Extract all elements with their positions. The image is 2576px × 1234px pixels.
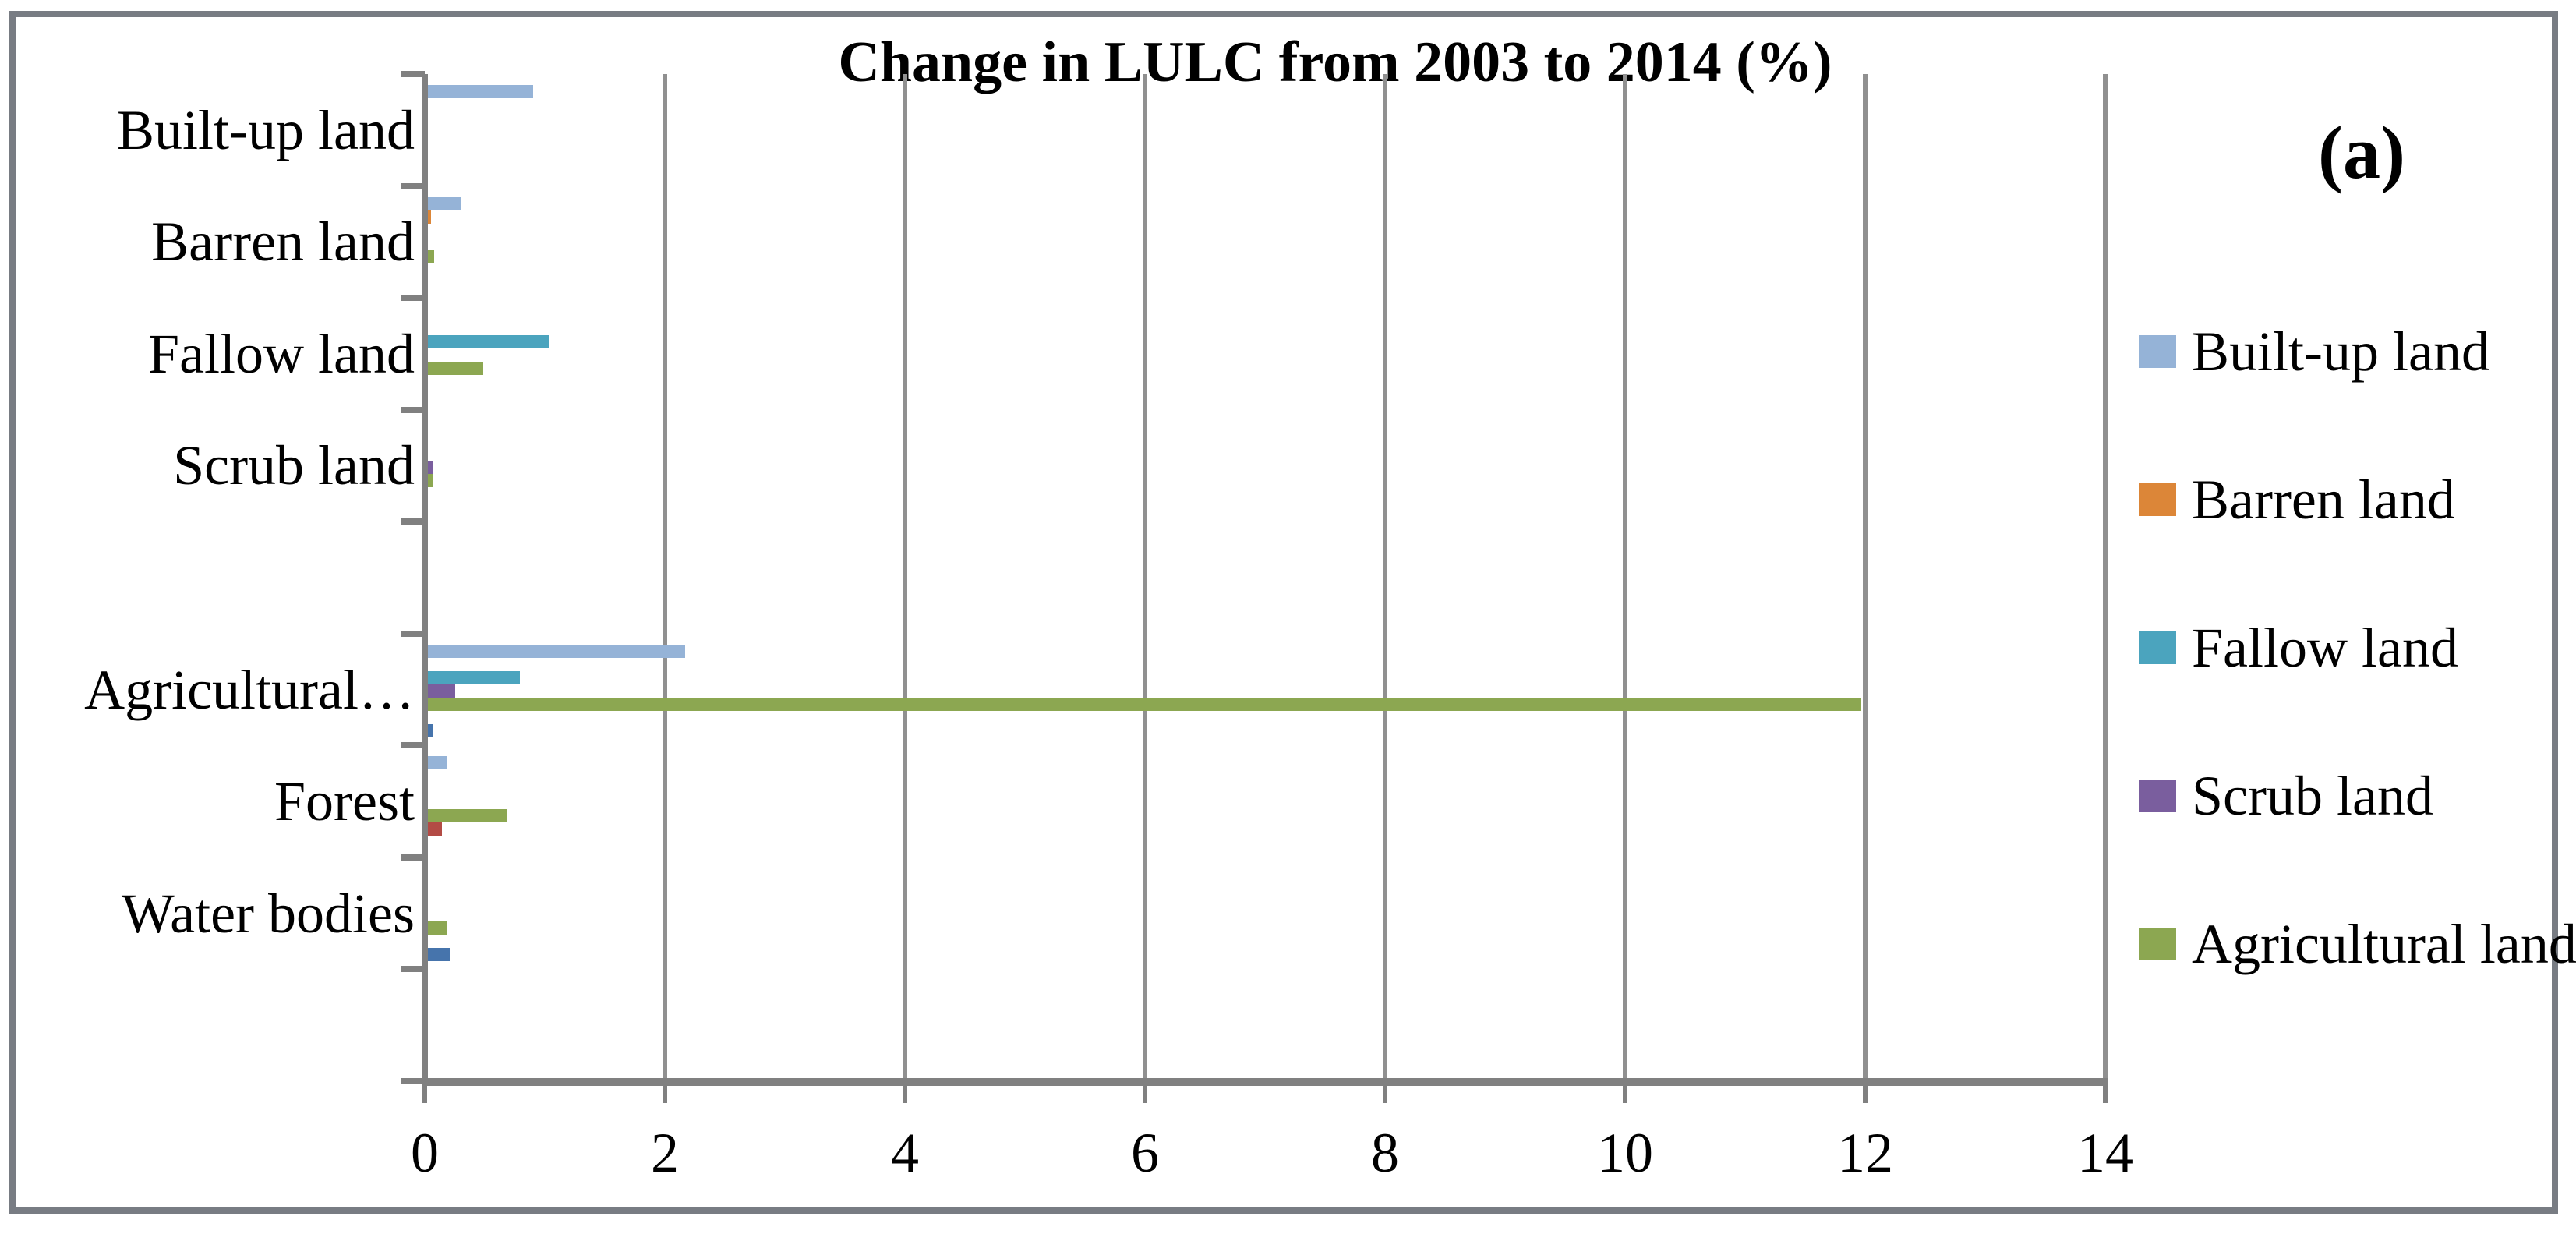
x-axis-line bbox=[422, 1078, 2108, 1086]
x-tick-2 bbox=[663, 1086, 667, 1103]
bar bbox=[428, 473, 433, 487]
legend-label-4: Scrub land bbox=[2192, 765, 2433, 827]
bar bbox=[428, 947, 451, 961]
legend-swatch-4 bbox=[2139, 780, 2176, 812]
bar bbox=[428, 723, 433, 737]
chart-title: Change in LULC from 2003 to 2014 (%) bbox=[838, 30, 1832, 94]
category-label-7: Water bodies bbox=[121, 882, 415, 945]
bar bbox=[428, 684, 455, 698]
x-tick-12 bbox=[1863, 1086, 1868, 1103]
bar bbox=[428, 809, 508, 823]
x-tick-label-4: 4 bbox=[891, 1122, 919, 1184]
bar bbox=[428, 85, 533, 98]
x-tick-label-10: 10 bbox=[1597, 1122, 1653, 1184]
panel-label-a: (a) bbox=[2318, 111, 2405, 194]
x-tick-label-12: 12 bbox=[1837, 1122, 1893, 1184]
legend-label-5: Agricultural land bbox=[2192, 913, 2576, 975]
y-tick-7 bbox=[401, 854, 425, 861]
x-tick-10 bbox=[1623, 1086, 1627, 1103]
bar bbox=[428, 362, 484, 376]
gridline-x-8 bbox=[1383, 74, 1387, 1078]
gridline-x-14 bbox=[2103, 74, 2108, 1078]
y-tick-4 bbox=[401, 518, 425, 525]
figure-border bbox=[9, 11, 2558, 1214]
bar bbox=[428, 822, 442, 836]
legend-swatch-2 bbox=[2139, 483, 2176, 516]
gridline-x-6 bbox=[1143, 74, 1147, 1078]
category-label-1: Built-up land bbox=[117, 98, 415, 161]
legend-swatch-1 bbox=[2139, 335, 2176, 368]
bar bbox=[428, 697, 1862, 711]
x-tick-14 bbox=[2103, 1086, 2108, 1103]
x-tick-label-14: 14 bbox=[2077, 1122, 2133, 1184]
category-label-3: Fallow land bbox=[148, 322, 415, 385]
y-tick-9 bbox=[401, 1078, 425, 1084]
category-label-5: Agricultural… bbox=[84, 658, 415, 721]
y-tick-0 bbox=[401, 71, 425, 77]
bar bbox=[428, 196, 461, 210]
bar bbox=[428, 210, 431, 224]
y-tick-5 bbox=[401, 630, 425, 637]
gridline-x-12 bbox=[1863, 74, 1868, 1078]
y-axis-line bbox=[422, 74, 428, 1086]
x-tick-0 bbox=[422, 1086, 427, 1103]
bar bbox=[428, 335, 549, 349]
bar bbox=[428, 921, 448, 935]
bar bbox=[428, 249, 435, 263]
x-tick-label-6: 6 bbox=[1131, 1122, 1159, 1184]
x-tick-label-2: 2 bbox=[651, 1122, 679, 1184]
legend-swatch-3 bbox=[2139, 631, 2176, 664]
x-tick-label-8: 8 bbox=[1371, 1122, 1399, 1184]
legend-label-1: Built-up land bbox=[2192, 320, 2489, 383]
legend-label-2: Barren land bbox=[2192, 468, 2455, 531]
bar bbox=[428, 670, 520, 684]
gridline-x-10 bbox=[1623, 74, 1627, 1078]
x-tick-4 bbox=[903, 1086, 907, 1103]
gridline-x-4 bbox=[903, 74, 907, 1078]
x-tick-label-0: 0 bbox=[411, 1122, 439, 1184]
y-tick-8 bbox=[401, 966, 425, 973]
legend-swatch-5 bbox=[2139, 928, 2176, 960]
bar bbox=[428, 756, 448, 770]
category-label-6: Forest bbox=[274, 770, 415, 833]
bar bbox=[428, 644, 686, 658]
y-tick-2 bbox=[401, 295, 425, 302]
category-label-4: Scrub land bbox=[173, 434, 415, 497]
x-tick-6 bbox=[1143, 1086, 1147, 1103]
bar bbox=[428, 460, 433, 474]
gridline-x-2 bbox=[663, 74, 667, 1078]
category-label-2: Barren land bbox=[151, 210, 415, 274]
y-tick-6 bbox=[401, 742, 425, 749]
y-tick-1 bbox=[401, 182, 425, 189]
legend-label-3: Fallow land bbox=[2192, 617, 2458, 679]
x-tick-8 bbox=[1383, 1086, 1387, 1103]
y-tick-3 bbox=[401, 406, 425, 413]
